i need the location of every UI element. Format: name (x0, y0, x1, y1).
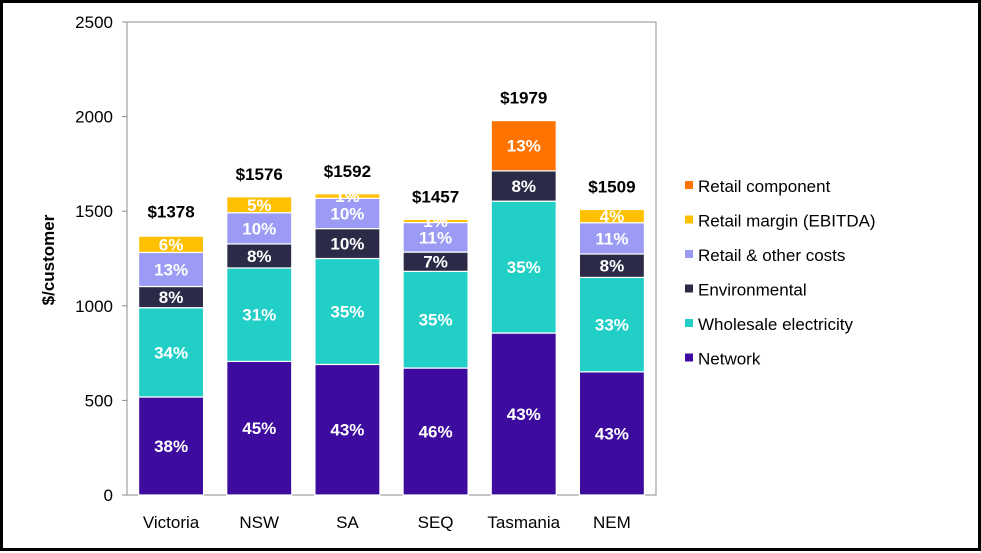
total-label: $1509 (588, 177, 635, 196)
bar-segment-network (402, 367, 469, 496)
legend-label: Environmental (698, 281, 807, 300)
x-tick-label: SEQ (418, 513, 454, 532)
bar-segment-retail-other-costs (137, 251, 205, 288)
data-label: 34% (154, 343, 188, 362)
bar-segment-retail-component (490, 119, 557, 172)
data-label: 33% (595, 316, 629, 335)
data-label: 35% (330, 302, 364, 321)
bar-segment-environmental (490, 170, 557, 202)
data-label: 1% (335, 187, 360, 206)
total-label: $1576 (236, 165, 283, 184)
stacked-bar-chart: 38% 34% 8% 13% 6% $1378 45% 31% 8% 10% 5% $1576 43% 3… (39, 13, 876, 532)
legend-swatch (685, 181, 693, 189)
bar-segment-wholesale-electricity (137, 307, 205, 398)
total-label: $1592 (324, 162, 371, 181)
y-tick-label: 2500 (75, 13, 113, 32)
data-label: 45% (242, 419, 276, 438)
bar-segment-environmental (314, 228, 381, 260)
x-tick-label: NEM (593, 513, 631, 532)
y-axis-label: $/customer (39, 214, 58, 305)
data-label: 31% (242, 306, 276, 325)
data-label: 8% (600, 257, 625, 276)
legend-swatch (685, 215, 693, 224)
bar-segment-network (226, 360, 293, 496)
data-label: 43% (330, 421, 364, 440)
legend-label: Retail component (698, 177, 831, 196)
y-tick-label: 1000 (75, 297, 113, 316)
total-label: $1457 (412, 187, 459, 206)
y-tick-label: 2000 (75, 108, 113, 127)
data-label: 7% (423, 253, 448, 272)
bar-segment-retail-other-costs (578, 222, 646, 255)
data-label: 1% (423, 212, 448, 231)
bar-segment-wholesale-electricity (314, 257, 381, 366)
bar-segment-wholesale-electricity (490, 200, 557, 334)
x-axis: Victoria NSW SA SEQ Tasmania NEM (143, 513, 631, 532)
data-label: 35% (507, 258, 541, 277)
data-label: 8% (159, 288, 184, 307)
legend-label: Retail margin (EBITDA) (698, 212, 876, 231)
bar-segment-retail-other-costs (314, 197, 381, 230)
bar-segment-network (137, 396, 205, 496)
bar-segment-wholesale-electricity (402, 270, 469, 369)
data-label: 35% (419, 311, 453, 330)
legend-label: Retail & other costs (698, 246, 845, 265)
bars: 38% 34% 8% 13% 6% $1378 45% 31% 8% 10% 5% $1576 43% 3… (137, 89, 646, 496)
bar-segment-network (490, 332, 557, 496)
data-label: 5% (247, 196, 272, 215)
data-label: 8% (247, 247, 272, 266)
legend-swatch (685, 353, 693, 362)
x-tick-label: SA (336, 513, 359, 532)
data-label: 43% (507, 405, 541, 424)
y-tick-label: 0 (104, 486, 113, 505)
legend-swatch (685, 319, 693, 327)
data-label: 10% (330, 235, 364, 254)
plot-area (126, 21, 657, 496)
data-label: 11% (595, 229, 628, 248)
x-tick-label: Victoria (143, 513, 200, 532)
legend-swatch (685, 284, 693, 293)
x-tick-label: Tasmania (487, 513, 560, 532)
data-label: 4% (600, 207, 625, 226)
data-label: 10% (242, 219, 276, 238)
bar-segment-retail-margin-ebitda- (226, 196, 293, 214)
total-label: $1979 (500, 89, 547, 108)
x-tick-label: NSW (239, 513, 279, 532)
bar-segment-network (578, 371, 646, 496)
bar-segment-retail-other-costs (226, 212, 293, 245)
legend-swatch (685, 250, 693, 258)
y-tick-label: 1500 (75, 202, 113, 221)
data-label: 13% (154, 260, 188, 279)
data-label: 46% (419, 423, 453, 442)
total-label: $1378 (147, 202, 194, 221)
data-label: 8% (511, 177, 536, 196)
legend: Retail component Retail margin (EBITDA) Re… (685, 177, 876, 369)
bar-segment-retail-margin-ebitda- (578, 208, 646, 224)
y-tick-label: 500 (85, 391, 113, 410)
bar-segment-retail-margin-ebitda- (137, 235, 205, 254)
data-label: 6% (159, 235, 184, 254)
bar-segment-retail-margin-ebitda- (314, 193, 381, 199)
legend-label: Network (698, 350, 761, 369)
data-label: 13% (507, 137, 541, 156)
legend-label: Wholesale electricity (698, 315, 853, 334)
data-label: 38% (154, 437, 188, 456)
y-axis: 0 500 1000 1500 2000 2500 (75, 13, 127, 505)
data-label: 11% (419, 228, 452, 247)
data-label: 10% (330, 204, 364, 223)
data-label: 43% (595, 424, 629, 443)
bar-segment-retail-margin-ebitda- (402, 218, 469, 224)
bar-segment-network (314, 363, 381, 496)
bar-segment-wholesale-electricity (578, 276, 646, 373)
plot-border (126, 21, 657, 496)
